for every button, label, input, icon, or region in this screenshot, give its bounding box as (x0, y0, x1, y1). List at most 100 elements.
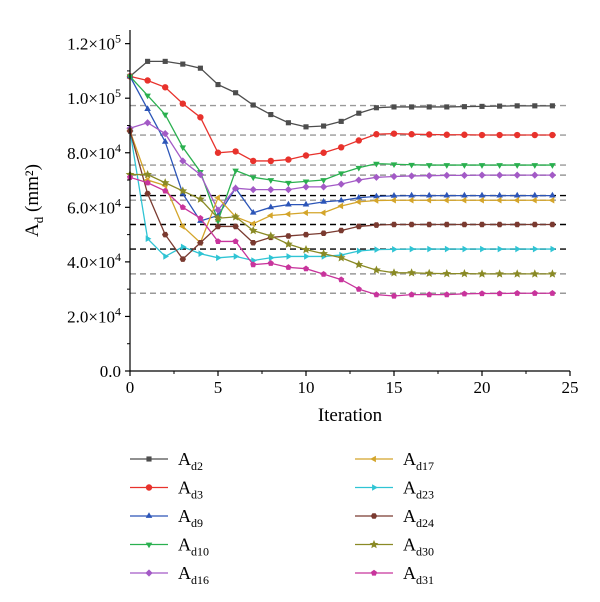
point-d2-4 (197, 65, 203, 71)
point-d17-16 (407, 196, 414, 204)
point-d31-2 (162, 187, 169, 194)
point-d16-1 (144, 119, 152, 127)
point-d31-3 (179, 204, 186, 210)
point-d10-8 (267, 178, 275, 184)
point-d17-19 (460, 196, 467, 204)
point-d9-12 (337, 196, 345, 203)
point-d9-11 (320, 198, 327, 204)
point-d2-12 (338, 118, 344, 124)
point-d9-14 (373, 192, 380, 199)
point-d30-1 (143, 169, 152, 179)
point-d31-12 (338, 276, 345, 283)
point-d24-18 (443, 221, 450, 228)
point-d31-8 (267, 260, 274, 266)
point-d16-13 (355, 176, 363, 184)
point-d30-2 (160, 178, 170, 187)
point-d23-20 (480, 245, 486, 253)
point-d17-8 (267, 212, 273, 219)
point-d24-13 (355, 223, 362, 230)
point-d23-15 (392, 246, 398, 253)
point-d23-10 (304, 253, 310, 260)
legend-entry-d30: Ad30 (355, 535, 434, 559)
x-tick-label-5: 5 (214, 378, 223, 397)
legend-label-d23: Ad23 (403, 478, 434, 502)
point-d24-17 (426, 221, 433, 228)
point-d16-19 (460, 171, 468, 179)
point-d16-14 (372, 173, 380, 181)
point-d3-23 (531, 131, 538, 139)
legend-label-d30: Ad30 (403, 535, 434, 559)
point-d3-3 (179, 100, 186, 107)
point-d30-24 (548, 269, 557, 278)
legend-marker-d10 (145, 542, 153, 549)
point-d30-13 (354, 260, 364, 269)
point-d17-20 (478, 196, 484, 204)
point-d31-19 (461, 290, 468, 297)
point-d17-9 (284, 210, 291, 218)
y-tick-label-40000: 4.0×104 (67, 250, 121, 272)
y-tick-label-100000: 1.0×105 (67, 86, 121, 108)
point-d23-21 (497, 245, 504, 253)
point-d30-19 (460, 269, 469, 278)
point-d10-7 (249, 175, 257, 182)
point-d10-22 (513, 163, 521, 169)
point-d17-13 (355, 198, 361, 206)
point-d2-6 (233, 90, 239, 96)
point-d30-10 (301, 245, 311, 254)
point-d31-20 (478, 290, 486, 297)
point-d2-19 (461, 104, 467, 110)
point-d2-9 (285, 120, 291, 126)
point-d24-9 (285, 233, 292, 239)
point-d24-10 (302, 231, 310, 238)
point-d9-10 (302, 200, 310, 207)
point-d31-7 (250, 261, 257, 268)
point-d3-12 (338, 144, 345, 151)
point-d31-22 (514, 290, 521, 296)
point-d24-15 (390, 221, 398, 228)
point-d17-12 (337, 202, 344, 210)
point-d3-1 (144, 77, 151, 84)
point-d3-4 (197, 114, 204, 121)
point-d17-14 (372, 197, 379, 204)
legend-label-d9: Ad9 (178, 506, 203, 530)
point-d2-17 (426, 104, 432, 110)
point-d17-10 (302, 209, 308, 217)
point-d16-20 (478, 171, 486, 179)
point-d24-16 (408, 221, 415, 228)
point-d23-14 (374, 246, 381, 253)
point-d31-5 (214, 238, 222, 245)
series-line-d2 (129, 60, 553, 128)
point-d24-11 (320, 230, 327, 237)
point-d9-22 (513, 191, 521, 198)
point-d9-21 (496, 191, 503, 198)
legend-label-d17: Ad17 (403, 449, 434, 473)
point-d23-4 (198, 250, 205, 257)
point-d30-14 (372, 265, 381, 274)
legend-label-d24: Ad24 (403, 506, 434, 530)
point-d16-7 (249, 185, 257, 194)
legend-label-d2: Ad2 (178, 449, 203, 473)
y-tick-label-120000: 1.2×105 (67, 32, 121, 54)
point-d17-11 (319, 209, 326, 217)
point-d31-24 (549, 290, 556, 296)
point-d2-10 (303, 124, 309, 130)
point-d3-11 (320, 149, 327, 156)
point-d16-6 (232, 184, 240, 192)
legend-entry-d9: Ad9 (130, 506, 203, 530)
point-d30-3 (178, 186, 188, 195)
point-d2-8 (268, 112, 274, 118)
legend-entry-d24: Ad24 (355, 506, 434, 530)
series-d24 (126, 128, 556, 262)
point-d2-18 (444, 104, 450, 110)
point-d30-4 (196, 194, 205, 203)
legend-marker-d3 (145, 484, 153, 491)
point-d31-13 (355, 285, 362, 292)
point-d31-15 (390, 292, 398, 299)
legend-entry-d3: Ad3 (130, 478, 203, 502)
point-d10-1 (144, 93, 151, 100)
point-d10-24 (549, 163, 556, 169)
point-d24-7 (250, 240, 257, 246)
legend-entry-d31: Ad31 (355, 563, 434, 587)
point-d10-3 (179, 145, 187, 152)
point-d9-16 (408, 191, 415, 198)
